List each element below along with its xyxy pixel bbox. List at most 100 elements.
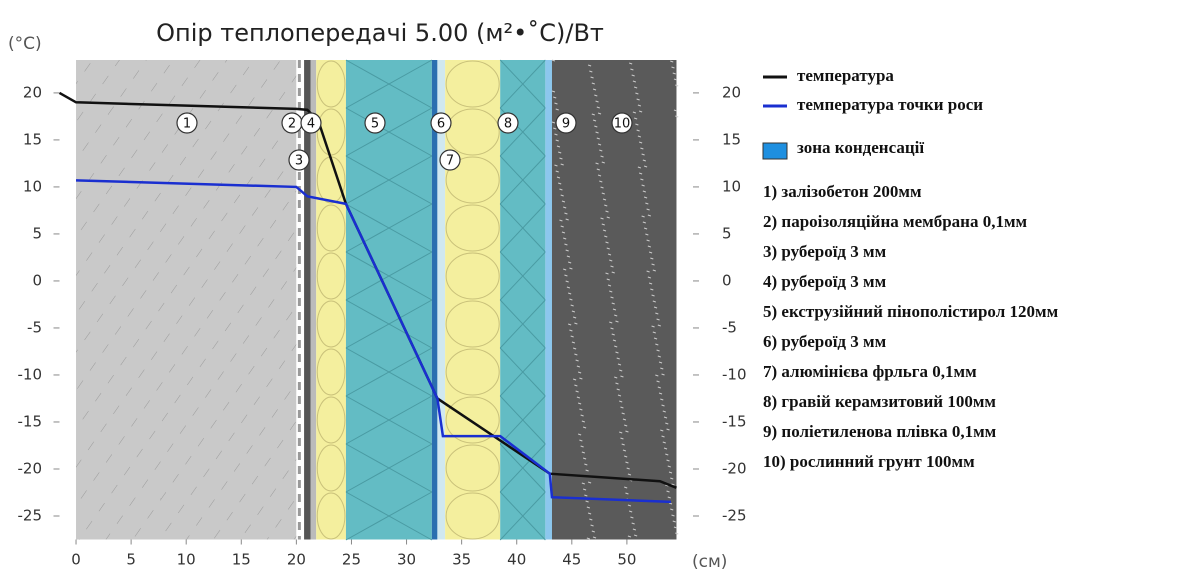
- speck: [579, 408, 583, 411]
- speck: [658, 361, 663, 364]
- speck: [652, 331, 656, 334]
- speck: [627, 535, 632, 538]
- speck: [559, 219, 563, 222]
- y-tick-label: -10: [18, 365, 43, 383]
- speck: [599, 180, 603, 183]
- speck: [619, 369, 623, 372]
- speck: [555, 170, 559, 173]
- speck: [554, 102, 558, 105]
- speck: [576, 396, 581, 399]
- speck: [587, 64, 592, 67]
- x-tick-label: 20: [287, 551, 306, 569]
- speck: [554, 164, 558, 167]
- speck: [668, 502, 673, 505]
- speck: [622, 449, 627, 452]
- insulation-pattern: [316, 60, 346, 108]
- insulation-pattern: [445, 444, 500, 492]
- speck: [661, 373, 665, 376]
- insulation-pattern: [499, 203, 546, 253]
- speck: [586, 537, 590, 540]
- speck: [641, 215, 645, 218]
- x-tick-label: 15: [232, 551, 251, 569]
- speck: [616, 388, 620, 391]
- insulation-pattern: [445, 348, 500, 396]
- speck: [599, 149, 603, 152]
- speck: [590, 76, 594, 79]
- insulation-pattern: [445, 252, 500, 300]
- y-tick-label: 20: [23, 83, 42, 101]
- speck: [647, 276, 651, 279]
- speck: [585, 469, 589, 472]
- y2-tick-label: 0: [722, 271, 732, 289]
- speck: [651, 294, 655, 297]
- speck: [570, 335, 574, 338]
- speck: [597, 143, 602, 146]
- speck: [604, 204, 608, 207]
- y-tick-label: 10: [23, 177, 42, 195]
- speck: [622, 418, 627, 421]
- layer: [345, 60, 432, 540]
- zone-marker: [364, 112, 386, 134]
- speck: [673, 109, 678, 112]
- speck: [671, 66, 675, 69]
- speck: [629, 62, 633, 65]
- speck: [612, 339, 617, 342]
- zone-label: 2: [288, 117, 296, 132]
- speck: [665, 422, 669, 425]
- speck: [560, 163, 564, 166]
- speck: [629, 510, 633, 513]
- zone-label: 5: [371, 117, 379, 132]
- speck: [672, 520, 676, 523]
- layer: [437, 60, 446, 540]
- speck: [582, 457, 587, 460]
- speck: [565, 249, 569, 252]
- speck: [589, 518, 593, 521]
- insulation-pattern: [316, 444, 346, 492]
- speck: [559, 157, 563, 160]
- speck: [614, 345, 618, 348]
- speck: [580, 414, 584, 417]
- layer-item: 1) залізобетон 200мм: [763, 182, 922, 201]
- layer-item: 4) руберοїд 3 мм: [763, 272, 887, 291]
- speck: [564, 243, 568, 246]
- speck: [600, 217, 604, 220]
- x-tick-label: 10: [177, 551, 196, 569]
- legend-label: температура точки роси: [797, 95, 983, 114]
- insulation-pattern: [499, 251, 546, 301]
- speck: [611, 271, 615, 274]
- speck: [574, 384, 578, 387]
- speck: [620, 406, 624, 409]
- speck: [594, 125, 598, 128]
- speck: [602, 229, 607, 232]
- x-tick-label: 0: [71, 551, 81, 569]
- speck: [668, 471, 673, 474]
- speck: [642, 190, 647, 193]
- speck: [563, 206, 567, 209]
- insulation-pattern: [316, 204, 346, 252]
- speck: [650, 288, 654, 291]
- y2-tick-label: -5: [722, 318, 737, 336]
- speck: [641, 184, 645, 187]
- speck: [665, 484, 669, 487]
- speck: [581, 420, 586, 423]
- y2-tick-label: -25: [722, 506, 747, 524]
- speck: [657, 386, 661, 389]
- speck: [641, 153, 645, 156]
- speck: [555, 139, 559, 142]
- speck: [560, 194, 564, 197]
- x-tick-label: 40: [507, 551, 526, 569]
- insulation-pattern: [345, 491, 433, 541]
- layer: [545, 60, 552, 540]
- layer: [304, 60, 311, 540]
- speck: [619, 400, 623, 403]
- speck: [597, 174, 602, 177]
- speck: [627, 504, 632, 507]
- layer-item: 9) поліетиленова плівка 0,1мм: [763, 422, 997, 441]
- insulation-pattern: [345, 59, 433, 109]
- speck: [635, 123, 639, 126]
- speck: [551, 121, 556, 124]
- speck: [602, 198, 607, 201]
- speck: [581, 482, 586, 485]
- series-line: [75, 179, 672, 504]
- layer-item: 3) руберοїд 3 мм: [763, 242, 887, 261]
